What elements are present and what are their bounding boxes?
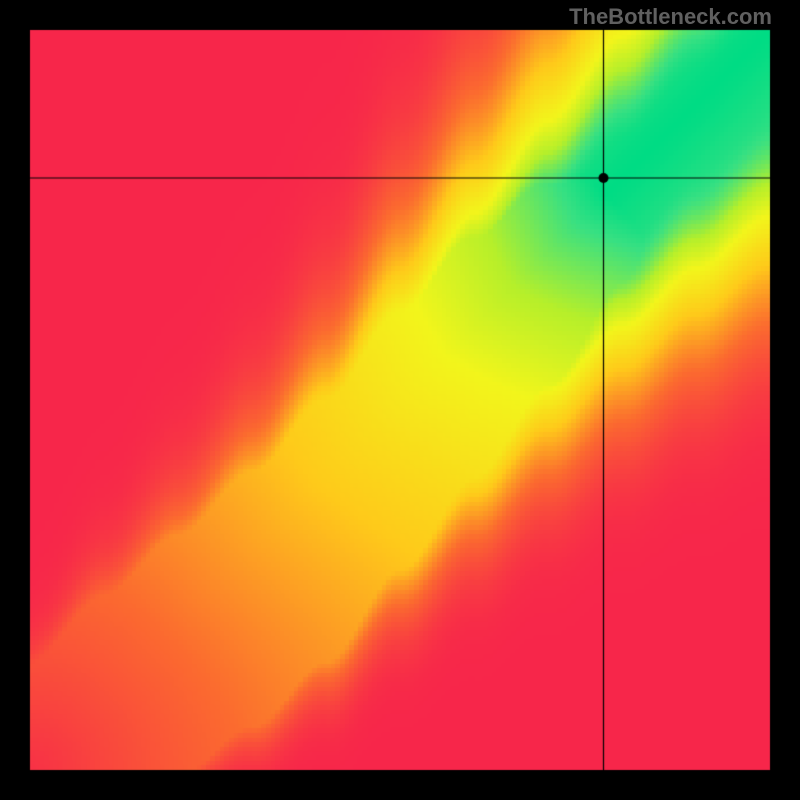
watermark-label: TheBottleneck.com <box>569 4 772 30</box>
chart-container: TheBottleneck.com <box>0 0 800 800</box>
bottleneck-heatmap <box>0 0 800 800</box>
